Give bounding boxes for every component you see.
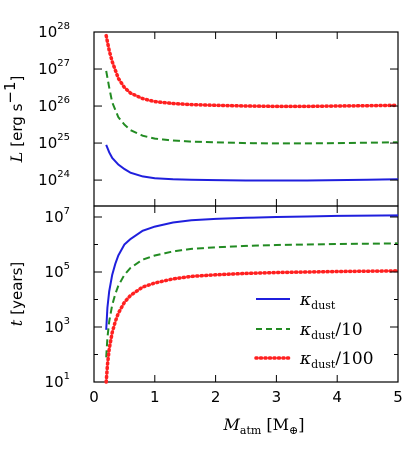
x-tick-label-5: 5 [393,388,403,406]
legend-label-3-sub: dust [311,358,336,371]
legend-label-3: κdust/100 [299,349,374,371]
legend-label-2: κdust/10 [299,320,363,342]
series-line-1-2 [104,269,400,384]
top-y-axis-label: L [erg s−1] [1,76,26,164]
top-y-label-symbol: L [7,152,26,164]
y-tick-label-0-4: 1028 [38,21,70,41]
top-y-label-units: erg s [8,103,26,140]
x-tick-label-1: 1 [150,388,160,406]
y-tick-label-1-1: 103 [45,316,70,336]
legend-label-1-sub: dust [311,299,336,312]
x-label-symbol: M [223,415,241,434]
top-y-label-open-bracket: [ [8,141,26,147]
series-line-0-2 [104,33,400,109]
top-y-label-units-exp: −1 [1,81,19,103]
bottom-y-label-symbol: t [7,319,26,326]
x-label-units: [M [266,415,289,434]
legend-label-2-suffix: /10 [335,320,362,340]
y-tick-label-0-1: 1025 [38,132,70,152]
top-series-group [104,33,400,182]
legend-label-1: κdust [299,290,336,312]
bottom-series-group [104,214,400,384]
x-label-units-sub: ⊕ [289,424,298,437]
ticks-group: 1024 1025 1026 1027 1028 101 103 105 107 0 1 2 3 4 5 [38,21,403,406]
bottom-y-label-units: [years] [8,262,26,315]
series-line-0-1 [105,70,399,145]
legend: κdust κdust/10 κdust/100 [254,290,374,371]
legend-label-2-sub: dust [311,329,336,342]
y-tick-label-1-3: 107 [45,206,70,226]
y-tick-label-0-3: 1027 [38,58,70,78]
series-line-0-0 [105,144,399,182]
y-tick-label-1-2: 105 [45,261,70,281]
x-label-sub: atm [240,424,262,437]
legend-label-1-main: κ [299,290,311,310]
y-tick-label-0-2: 1026 [38,95,70,115]
bottom-panel-frame [93,205,399,383]
x-tick-label-3: 3 [272,388,282,406]
legend-label-2-main: κ [299,320,311,340]
legend-label-3-main: κ [299,349,311,369]
x-tick-label-0: 0 [89,388,99,406]
bottom-y-axis-label: t [years] [7,262,26,327]
y-tick-label-1-0: 101 [45,371,70,391]
top-y-label-close-bracket: ] [8,76,26,82]
y-tick-label-0-0: 1024 [38,169,70,189]
series-line-1-0 [105,214,399,330]
x-axis-label: Matm [M⊕] [223,415,305,437]
series-line-1-1 [105,242,399,358]
x-label-units-close: ] [298,415,304,434]
x-tick-label-2: 2 [211,388,221,406]
x-tick-label-4: 4 [332,388,342,406]
legend-label-3-suffix: /100 [335,349,373,369]
